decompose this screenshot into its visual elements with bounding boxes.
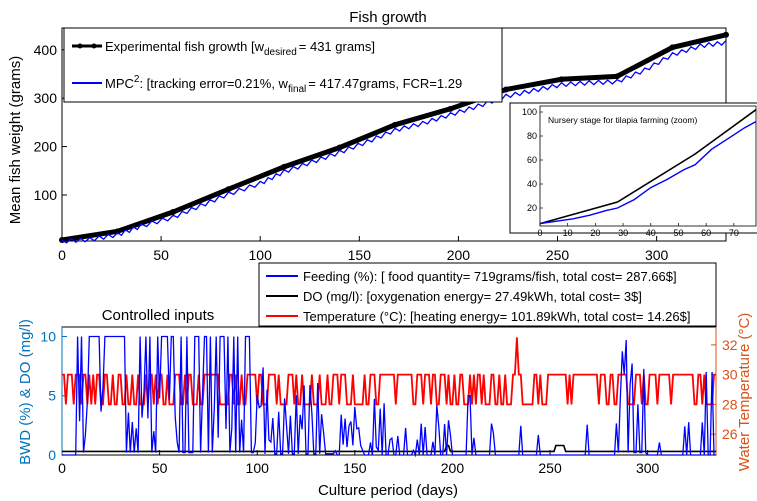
legend-label-feeding: Feeding (%): [ food quantity= 719grams/f… [303,269,677,284]
legend-label-experimental: Experimental fish growth [wdesired = 431 … [105,39,375,58]
x-tick-label: 150 [343,460,367,476]
inset-title: Nursery stage for tilapia farming (zoom) [548,115,697,125]
series-mpc-line [61,40,727,244]
inputs-legend: Feeding (%): [ food quantity= 719grams/f… [258,262,717,327]
series-experimental-point [558,76,565,83]
y-tick-label-right: 28 [722,396,738,412]
chart-title-controlled-inputs: Controlled inputs [102,307,215,324]
series-experimental-point [169,208,176,215]
legend-label-mpc: MPC2: [tracking error=0.21%, wfinal = 417… [105,74,462,95]
y-axis-label-left: BWD (%) & DO (mg/l) [17,319,34,465]
x-tick-label: 300 [636,460,660,476]
y-tick-label-right: 32 [722,337,738,353]
y-tick-label-right: 26 [722,426,738,442]
series-temperature-line [62,337,716,406]
y-tick-label: 300 [34,90,58,106]
y-tick-label-right: 30 [722,367,738,383]
series-experimental-point [502,86,509,93]
x-tick-label: 0 [58,247,66,263]
inset-x-tick-label: 0 [537,228,542,238]
series-experimental-point [447,105,454,112]
series-experimental-point [114,228,121,235]
inset-x-tick-label: 20 [590,228,600,238]
inset-frame [539,105,757,227]
series-experimental-point [723,31,729,38]
series-experimental-point [280,163,287,170]
x-tick-label: 150 [348,247,372,263]
x-tick-label: 100 [246,460,270,476]
inset-series-experimental [539,109,757,225]
x-tick-label: 50 [153,247,169,263]
inset-y-tick-label: 80 [527,131,537,141]
fish-growth-chart: Fish growth Mean fish weight (grams) 0 50… [7,9,729,263]
inset-x-tick-label: 50 [673,228,683,238]
inset-y-tick-label: 20 [527,203,537,213]
x-tick-label: 300 [645,247,669,263]
x-tick-label: 50 [152,460,168,476]
x-tick-label: 0 [58,460,66,476]
inset-x-tick-label: 40 [646,228,656,238]
x-tick-label: 200 [441,460,465,476]
y-axis-label: Mean fish weight (grams) [7,56,24,224]
y-tick-label: 100 [34,187,58,203]
y-tick-label-left: 0 [48,447,56,463]
chart-title: Fish growth [349,9,427,26]
y-tick-label-left: 10 [40,328,56,344]
inset-x-tick-label: 30 [618,228,628,238]
legend-label-do: DO (mg/l): [oxygenation energy= 27.49kWh… [303,289,642,304]
x-axis-label: Culture period (days) [318,482,458,499]
legend-label-temperature: Temperature (°C): [heating energy= 101.8… [303,309,690,324]
x-tick-label: 250 [546,247,570,263]
inset-zoom-chart: Nursery stage for tilapia farming (zoom)… [509,102,757,238]
y-tick-label-left: 5 [48,388,56,404]
x-tick-label: 250 [538,460,562,476]
series-feeding-line [62,335,716,458]
x-tick-label: 200 [447,247,471,263]
y-axis-label-right: Water Temperature (°C) [736,313,753,472]
series-experimental-point [336,144,343,151]
series-experimental-point [225,186,232,193]
controlled-inputs-chart: Controlled inputs Culture period (days) … [17,307,753,499]
growth-legend: Experimental fish growth [wdesired = 431 … [63,27,503,103]
inset-x-tick-label: 70 [729,228,739,238]
inset-x-tick-label: 10 [563,228,573,238]
inset-series-mpc [539,120,757,225]
inset-y-tick-label: 100 [522,107,537,117]
series-experimental-point [669,44,676,51]
inset-y-tick-label: 60 [527,155,537,165]
inset-x-tick-label: 60 [701,228,711,238]
series-experimental-point [613,73,620,80]
x-tick-label: 100 [249,247,273,263]
y-tick-label: 200 [34,139,58,155]
y-tick-label: 400 [34,42,58,58]
series-experimental-point [391,121,398,128]
inset-y-tick-label: 40 [527,179,537,189]
